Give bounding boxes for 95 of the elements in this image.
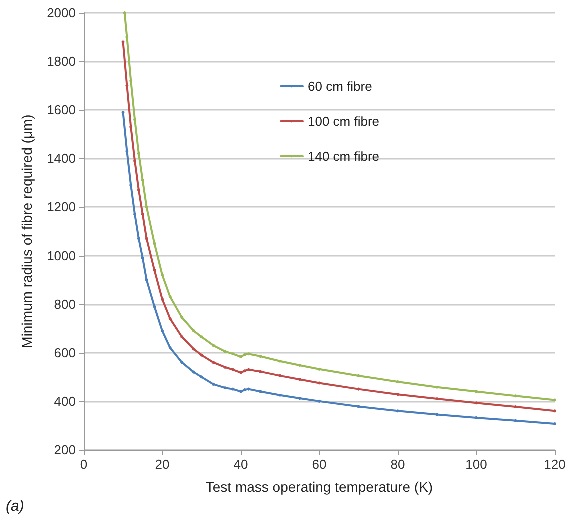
point: [161, 274, 164, 277]
point: [168, 317, 172, 320]
point: [240, 371, 242, 374]
point: [130, 79, 133, 82]
point: [168, 296, 172, 299]
point: [145, 278, 148, 282]
point: [192, 330, 196, 333]
point: [212, 344, 216, 348]
point: [232, 368, 235, 372]
point: [232, 388, 235, 391]
point: [134, 118, 137, 122]
point: [554, 398, 556, 402]
point: [224, 366, 227, 369]
point: [247, 388, 250, 391]
point: [141, 213, 144, 216]
point: [436, 413, 439, 416]
point: [357, 374, 360, 378]
point: [122, 111, 125, 114]
x-tick-label: 60: [312, 457, 327, 472]
point: [240, 390, 242, 394]
point: [259, 390, 262, 394]
point: [247, 352, 250, 356]
point: [145, 206, 148, 209]
point: [212, 382, 216, 386]
point: [318, 368, 321, 371]
x-tick-label: 0: [80, 457, 88, 472]
x-tick-label: 80: [390, 457, 406, 472]
point: [126, 36, 129, 39]
point: [145, 237, 148, 240]
point: [475, 402, 478, 405]
point: [123, 12, 126, 14]
point: [436, 386, 439, 389]
point: [130, 126, 133, 129]
point: [137, 237, 140, 240]
point: [122, 40, 125, 44]
point: [153, 268, 156, 272]
y-tick-label: 600: [54, 345, 76, 360]
point: [278, 374, 282, 378]
point: [200, 336, 204, 339]
point: [514, 406, 518, 409]
point: [357, 405, 360, 408]
y-tick-label: 200: [54, 442, 76, 458]
point: [224, 386, 227, 390]
point: [554, 410, 556, 413]
point: [126, 150, 129, 153]
point: [259, 370, 262, 374]
point: [137, 152, 140, 156]
legend-label: 100 cm fibre: [308, 114, 380, 129]
point: [396, 393, 400, 396]
point: [357, 388, 360, 391]
point: [192, 370, 196, 374]
y-tick-label: 1200: [47, 200, 76, 215]
point: [224, 350, 227, 354]
point: [212, 361, 216, 364]
y-tick-label: 400: [54, 394, 76, 409]
point: [137, 188, 140, 192]
point: [180, 361, 184, 364]
point: [278, 360, 282, 363]
point: [514, 419, 518, 422]
y-tick-label: 1800: [47, 54, 76, 70]
text: (a): [6, 498, 24, 515]
point: [318, 382, 321, 385]
x-tick-label: 20: [155, 457, 170, 472]
y-tick-label: 1400: [47, 151, 76, 166]
point: [180, 316, 184, 320]
point: [141, 179, 144, 182]
point: [436, 398, 439, 401]
point: [141, 256, 144, 260]
point: [475, 390, 478, 394]
y-axis-title: Minimum radius of fibre required (μm): [19, 114, 35, 348]
x-tick-label: 40: [234, 457, 248, 472]
point: [168, 346, 172, 350]
x-tick-label: 120: [544, 457, 566, 472]
y-tick-label: 1600: [47, 102, 76, 118]
y-tick-label: 800: [54, 296, 76, 312]
legend-label: 140 cm fibre: [308, 149, 380, 164]
point: [126, 84, 129, 88]
point: [278, 394, 282, 397]
point: [130, 184, 133, 187]
point: [396, 410, 400, 413]
x-tick-label: 100: [466, 457, 488, 472]
point: [232, 352, 235, 356]
y-tick-label: 1000: [47, 248, 76, 264]
y-tick-label: 2000: [47, 6, 76, 20]
point: [192, 348, 196, 351]
point: [298, 378, 302, 382]
point: [243, 370, 246, 373]
legend-label: 60 cm fibre: [308, 79, 372, 94]
x-axis-title: Test mass operating temperature (K): [206, 479, 434, 495]
point: [153, 242, 156, 246]
point: [180, 336, 184, 339]
point: [514, 394, 518, 398]
point: [318, 400, 321, 403]
point: [243, 353, 246, 356]
line-series: [122, 111, 556, 426]
